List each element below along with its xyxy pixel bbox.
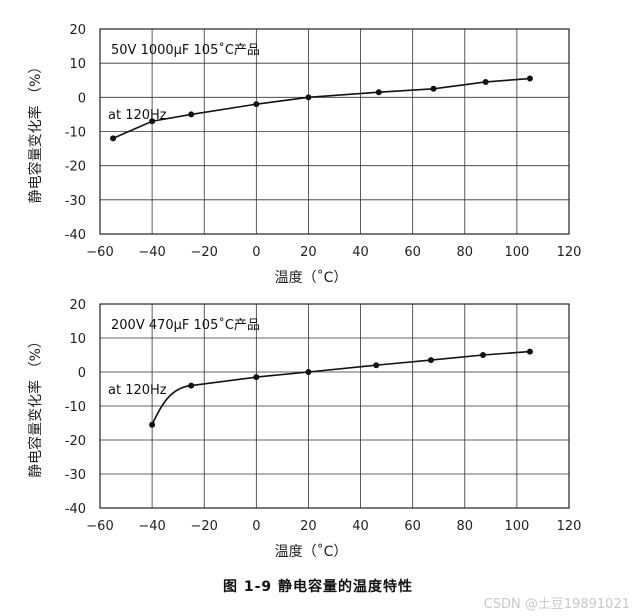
y-axis-label: 静电容量变化率 （%）	[27, 334, 44, 478]
x-tick-label: 60	[404, 519, 421, 534]
data-point	[188, 382, 195, 389]
x-tick-label: 20	[300, 519, 317, 534]
y-tick-label: -10	[65, 400, 86, 415]
data-point	[427, 357, 434, 364]
frequency-annotation: at 120Hz	[108, 383, 167, 398]
data-point	[110, 135, 117, 142]
x-tick-label: 100	[504, 245, 529, 260]
y-tick-label: -20	[65, 434, 86, 449]
y-tick-label: 10	[69, 332, 86, 347]
x-tick-label: −40	[138, 245, 165, 260]
data-point	[430, 85, 437, 92]
series-line	[112, 77, 530, 140]
x-tick-label: 20	[300, 245, 317, 260]
y-tick-label: 20	[69, 23, 86, 38]
y-tick-label: -40	[65, 228, 86, 243]
series-line	[151, 350, 530, 426]
x-tick-label: −20	[191, 519, 218, 534]
y-tick-label: -20	[65, 160, 86, 175]
data-point	[305, 94, 312, 101]
plot-frame	[99, 303, 570, 509]
x-tick-label: −60	[86, 245, 113, 260]
figure-caption: 图 1-9 静电容量的温度特性	[222, 579, 414, 595]
data-point	[373, 362, 380, 369]
x-tick-label: 40	[352, 519, 369, 534]
spec-annotation: 200V 470μF 105˚C产品	[111, 317, 260, 333]
x-tick-label: 0	[252, 245, 260, 260]
y-tick-label: -30	[65, 194, 86, 209]
x-tick-label: 100	[504, 519, 529, 534]
data-point	[526, 75, 533, 82]
x-axis-label: 温度（˚C）	[275, 269, 348, 286]
spec-annotation: 50V 1000μF 105˚C产品	[111, 42, 260, 58]
y-tick-label: 10	[69, 57, 86, 72]
y-tick-label: 0	[78, 366, 86, 381]
data-point	[253, 101, 260, 108]
y-tick-label: -10	[65, 126, 86, 141]
data-point	[482, 78, 489, 85]
data-point	[149, 421, 156, 428]
data-point	[526, 348, 533, 355]
y-tick-label: -40	[65, 502, 86, 517]
x-tick-label: 40	[352, 245, 369, 260]
data-point	[305, 369, 312, 375]
x-tick-label: 120	[557, 245, 582, 260]
x-axis-label: 温度（˚C）	[275, 543, 348, 560]
y-tick-label: -30	[65, 468, 86, 483]
y-tick-label: 20	[69, 298, 86, 313]
x-tick-label: −40	[138, 519, 165, 534]
plot-frame	[99, 28, 570, 235]
data-point	[149, 118, 156, 125]
x-tick-label: 0	[252, 519, 260, 534]
x-tick-label: 60	[404, 245, 421, 260]
y-axis-label: 静电容量变化率 （%）	[27, 60, 44, 204]
x-tick-label: 120	[557, 519, 582, 534]
data-point	[375, 89, 382, 96]
x-tick-label: 80	[457, 245, 474, 260]
data-point	[253, 374, 260, 381]
data-point	[188, 111, 195, 118]
data-point	[480, 352, 487, 358]
x-tick-label: 80	[457, 519, 474, 534]
watermark: CSDN @土豆19891021	[483, 597, 630, 612]
x-tick-label: −20	[191, 245, 218, 260]
x-tick-label: −60	[86, 519, 113, 534]
y-tick-label: 0	[78, 91, 86, 106]
